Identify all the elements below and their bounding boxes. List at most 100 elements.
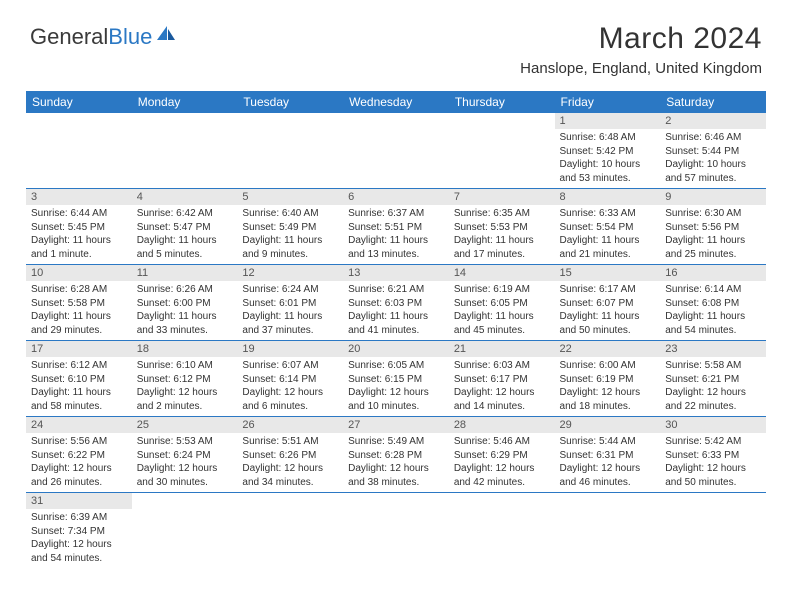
day-details: Sunrise: 6:12 AMSunset: 6:10 PMDaylight:… bbox=[26, 357, 132, 416]
daylight-text: Daylight: 12 hours and 54 minutes. bbox=[31, 538, 127, 565]
calendar-cell: 19Sunrise: 6:07 AMSunset: 6:14 PMDayligh… bbox=[237, 341, 343, 417]
sunrise-text: Sunrise: 5:58 AM bbox=[665, 359, 761, 373]
day-number: 15 bbox=[555, 265, 661, 281]
daylight-text: Daylight: 12 hours and 18 minutes. bbox=[560, 386, 656, 413]
sunset-text: Sunset: 5:58 PM bbox=[31, 297, 127, 311]
daylight-text: Daylight: 10 hours and 57 minutes. bbox=[665, 158, 761, 185]
day-number: 28 bbox=[449, 417, 555, 433]
day-number: 14 bbox=[449, 265, 555, 281]
sunset-text: Sunset: 6:31 PM bbox=[560, 449, 656, 463]
day-details: Sunrise: 5:46 AMSunset: 6:29 PMDaylight:… bbox=[449, 433, 555, 492]
sunset-text: Sunset: 6:15 PM bbox=[348, 373, 444, 387]
sunrise-text: Sunrise: 6:33 AM bbox=[560, 207, 656, 221]
col-thursday: Thursday bbox=[449, 91, 555, 113]
daylight-text: Daylight: 12 hours and 10 minutes. bbox=[348, 386, 444, 413]
sunset-text: Sunset: 6:26 PM bbox=[242, 449, 338, 463]
day-details: Sunrise: 6:46 AMSunset: 5:44 PMDaylight:… bbox=[660, 129, 766, 188]
day-number: 30 bbox=[660, 417, 766, 433]
day-number: 11 bbox=[132, 265, 238, 281]
calendar-cell: 30Sunrise: 5:42 AMSunset: 6:33 PMDayligh… bbox=[660, 417, 766, 493]
col-wednesday: Wednesday bbox=[343, 91, 449, 113]
day-details: Sunrise: 6:10 AMSunset: 6:12 PMDaylight:… bbox=[132, 357, 238, 416]
day-number bbox=[449, 493, 555, 497]
daylight-text: Daylight: 11 hours and 29 minutes. bbox=[31, 310, 127, 337]
day-number: 29 bbox=[555, 417, 661, 433]
sunset-text: Sunset: 6:10 PM bbox=[31, 373, 127, 387]
day-details: Sunrise: 6:35 AMSunset: 5:53 PMDaylight:… bbox=[449, 205, 555, 264]
day-details: Sunrise: 6:40 AMSunset: 5:49 PMDaylight:… bbox=[237, 205, 343, 264]
sunset-text: Sunset: 5:44 PM bbox=[665, 145, 761, 159]
daylight-text: Daylight: 11 hours and 13 minutes. bbox=[348, 234, 444, 261]
calendar-cell bbox=[132, 113, 238, 189]
day-number: 18 bbox=[132, 341, 238, 357]
sunset-text: Sunset: 6:14 PM bbox=[242, 373, 338, 387]
calendar-cell: 15Sunrise: 6:17 AMSunset: 6:07 PMDayligh… bbox=[555, 265, 661, 341]
sunset-text: Sunset: 5:56 PM bbox=[665, 221, 761, 235]
sunrise-text: Sunrise: 6:21 AM bbox=[348, 283, 444, 297]
day-details: Sunrise: 6:24 AMSunset: 6:01 PMDaylight:… bbox=[237, 281, 343, 340]
col-friday: Friday bbox=[555, 91, 661, 113]
day-number: 27 bbox=[343, 417, 449, 433]
day-number bbox=[660, 493, 766, 497]
sunset-text: Sunset: 6:05 PM bbox=[454, 297, 550, 311]
day-number: 10 bbox=[26, 265, 132, 281]
calendar-cell: 21Sunrise: 6:03 AMSunset: 6:17 PMDayligh… bbox=[449, 341, 555, 417]
calendar-cell: 23Sunrise: 5:58 AMSunset: 6:21 PMDayligh… bbox=[660, 341, 766, 417]
calendar-body: 1Sunrise: 6:48 AMSunset: 5:42 PMDaylight… bbox=[26, 113, 766, 568]
day-number bbox=[132, 493, 238, 497]
daylight-text: Daylight: 12 hours and 2 minutes. bbox=[137, 386, 233, 413]
sunset-text: Sunset: 6:07 PM bbox=[560, 297, 656, 311]
calendar-cell: 4Sunrise: 6:42 AMSunset: 5:47 PMDaylight… bbox=[132, 189, 238, 265]
day-number bbox=[555, 493, 661, 497]
calendar-cell bbox=[660, 493, 766, 569]
daylight-text: Daylight: 11 hours and 17 minutes. bbox=[454, 234, 550, 261]
daylight-text: Daylight: 11 hours and 58 minutes. bbox=[31, 386, 127, 413]
sunrise-text: Sunrise: 6:24 AM bbox=[242, 283, 338, 297]
calendar-week: 10Sunrise: 6:28 AMSunset: 5:58 PMDayligh… bbox=[26, 265, 766, 341]
calendar-cell bbox=[343, 113, 449, 189]
day-number: 5 bbox=[237, 189, 343, 205]
day-details: Sunrise: 6:44 AMSunset: 5:45 PMDaylight:… bbox=[26, 205, 132, 264]
day-details: Sunrise: 5:53 AMSunset: 6:24 PMDaylight:… bbox=[132, 433, 238, 492]
calendar-cell: 20Sunrise: 6:05 AMSunset: 6:15 PMDayligh… bbox=[343, 341, 449, 417]
logo: GeneralBlue bbox=[30, 22, 177, 52]
calendar-cell bbox=[237, 493, 343, 569]
day-number: 31 bbox=[26, 493, 132, 509]
sunrise-text: Sunrise: 6:26 AM bbox=[137, 283, 233, 297]
calendar-cell: 24Sunrise: 5:56 AMSunset: 6:22 PMDayligh… bbox=[26, 417, 132, 493]
sunset-text: Sunset: 6:21 PM bbox=[665, 373, 761, 387]
calendar-cell: 13Sunrise: 6:21 AMSunset: 6:03 PMDayligh… bbox=[343, 265, 449, 341]
calendar-cell: 16Sunrise: 6:14 AMSunset: 6:08 PMDayligh… bbox=[660, 265, 766, 341]
daylight-text: Daylight: 11 hours and 5 minutes. bbox=[137, 234, 233, 261]
sunset-text: Sunset: 6:29 PM bbox=[454, 449, 550, 463]
day-details: Sunrise: 5:51 AMSunset: 6:26 PMDaylight:… bbox=[237, 433, 343, 492]
day-details: Sunrise: 6:26 AMSunset: 6:00 PMDaylight:… bbox=[132, 281, 238, 340]
calendar-cell: 17Sunrise: 6:12 AMSunset: 6:10 PMDayligh… bbox=[26, 341, 132, 417]
day-details: Sunrise: 5:56 AMSunset: 6:22 PMDaylight:… bbox=[26, 433, 132, 492]
sunset-text: Sunset: 6:08 PM bbox=[665, 297, 761, 311]
col-sunday: Sunday bbox=[26, 91, 132, 113]
calendar-cell: 25Sunrise: 5:53 AMSunset: 6:24 PMDayligh… bbox=[132, 417, 238, 493]
sunset-text: Sunset: 5:54 PM bbox=[560, 221, 656, 235]
calendar-cell: 6Sunrise: 6:37 AMSunset: 5:51 PMDaylight… bbox=[343, 189, 449, 265]
calendar-cell: 27Sunrise: 5:49 AMSunset: 6:28 PMDayligh… bbox=[343, 417, 449, 493]
calendar-week: 17Sunrise: 6:12 AMSunset: 6:10 PMDayligh… bbox=[26, 341, 766, 417]
calendar-cell: 14Sunrise: 6:19 AMSunset: 6:05 PMDayligh… bbox=[449, 265, 555, 341]
calendar-cell: 7Sunrise: 6:35 AMSunset: 5:53 PMDaylight… bbox=[449, 189, 555, 265]
sunset-text: Sunset: 7:34 PM bbox=[31, 525, 127, 539]
calendar-week: 24Sunrise: 5:56 AMSunset: 6:22 PMDayligh… bbox=[26, 417, 766, 493]
day-number: 26 bbox=[237, 417, 343, 433]
sunrise-text: Sunrise: 5:49 AM bbox=[348, 435, 444, 449]
sunrise-text: Sunrise: 6:05 AM bbox=[348, 359, 444, 373]
sunset-text: Sunset: 6:12 PM bbox=[137, 373, 233, 387]
daylight-text: Daylight: 11 hours and 50 minutes. bbox=[560, 310, 656, 337]
day-number bbox=[343, 493, 449, 497]
sunrise-text: Sunrise: 6:07 AM bbox=[242, 359, 338, 373]
day-number: 24 bbox=[26, 417, 132, 433]
calendar-cell bbox=[26, 113, 132, 189]
day-details: Sunrise: 6:48 AMSunset: 5:42 PMDaylight:… bbox=[555, 129, 661, 188]
day-details: Sunrise: 6:39 AMSunset: 7:34 PMDaylight:… bbox=[26, 509, 132, 568]
sunrise-text: Sunrise: 6:10 AM bbox=[137, 359, 233, 373]
daylight-text: Daylight: 11 hours and 33 minutes. bbox=[137, 310, 233, 337]
logo-text-part2: Blue bbox=[108, 24, 152, 50]
